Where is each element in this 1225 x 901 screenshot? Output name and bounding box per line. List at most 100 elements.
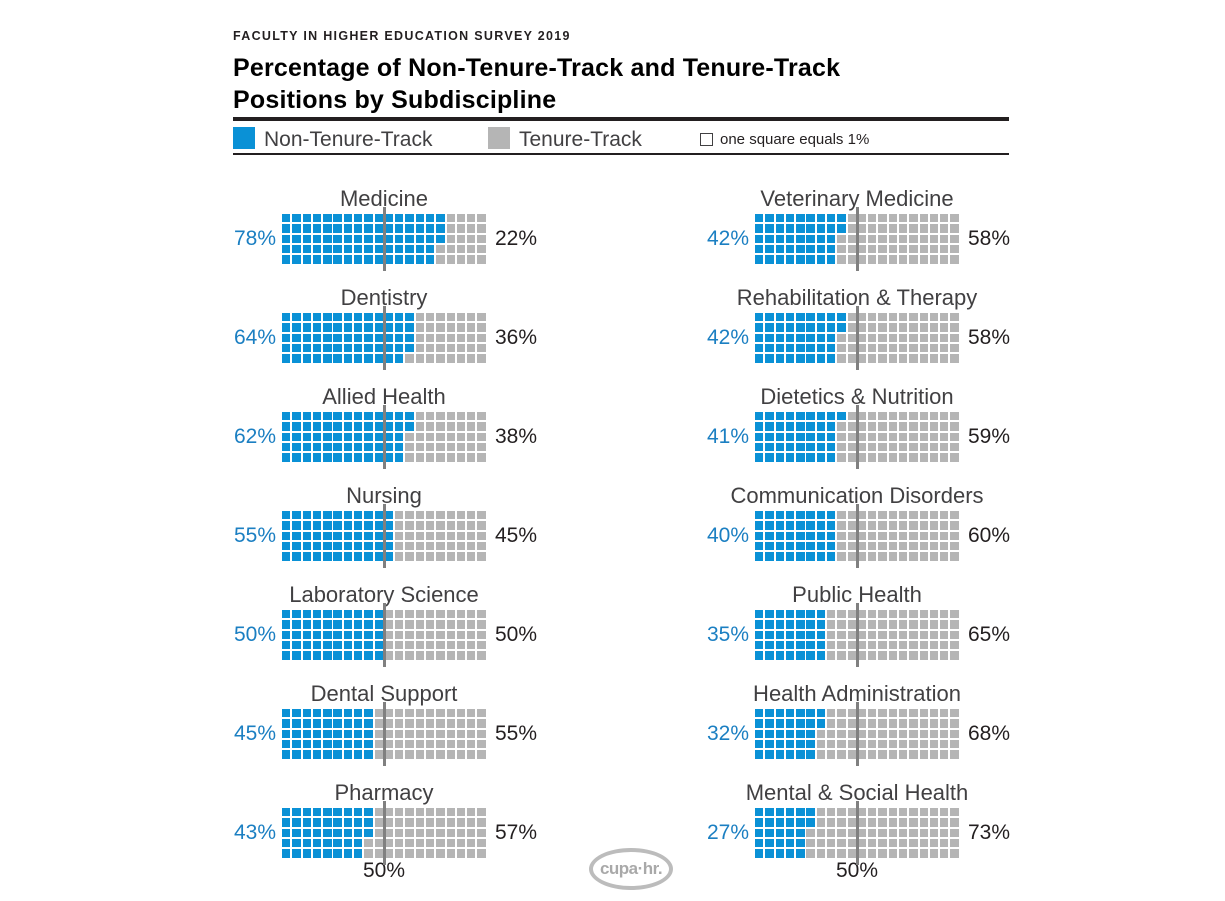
waffle-square bbox=[765, 719, 774, 728]
waffle-square bbox=[775, 838, 784, 848]
waffle-square bbox=[353, 224, 363, 233]
waffle-square bbox=[425, 729, 435, 738]
waffle-square bbox=[826, 610, 836, 619]
waffle-square bbox=[837, 750, 846, 759]
waffle-square bbox=[755, 729, 764, 738]
waffle-square bbox=[353, 354, 363, 363]
waffle-square bbox=[446, 333, 455, 342]
waffle-square bbox=[826, 808, 836, 817]
waffle-square bbox=[302, 244, 311, 254]
waffle-square bbox=[446, 323, 455, 332]
waffle-square bbox=[888, 620, 898, 629]
waffle-square bbox=[374, 343, 383, 353]
waffle-square bbox=[785, 630, 795, 639]
waffle-square bbox=[878, 719, 887, 728]
waffle-square bbox=[395, 521, 404, 530]
waffle-square bbox=[898, 432, 908, 441]
waffle-square bbox=[384, 214, 394, 223]
waffle-square bbox=[826, 719, 836, 728]
waffle-square bbox=[405, 442, 414, 452]
waffle-square bbox=[898, 234, 908, 243]
waffle-square bbox=[919, 808, 928, 817]
waffle-square bbox=[353, 453, 363, 462]
waffle-square bbox=[364, 838, 373, 848]
waffle-square bbox=[456, 808, 466, 817]
waffle-square bbox=[384, 412, 394, 421]
waffle-square bbox=[909, 432, 918, 441]
waffle-chart-block: Communication Disorders 40% 60% bbox=[699, 483, 1029, 582]
waffle-square bbox=[878, 442, 887, 452]
waffle-square bbox=[374, 849, 383, 858]
waffle-square bbox=[796, 511, 805, 520]
waffle-square bbox=[364, 531, 373, 540]
waffle-square bbox=[477, 343, 486, 353]
chart-title: Mental & Social Health bbox=[745, 780, 969, 805]
waffle-square bbox=[765, 244, 774, 254]
waffle-square bbox=[816, 333, 826, 342]
waffle-square bbox=[323, 244, 332, 254]
waffle-square bbox=[302, 333, 311, 342]
waffle-square bbox=[868, 442, 877, 452]
waffle-square bbox=[785, 610, 795, 619]
waffle-square bbox=[796, 244, 805, 254]
waffle-square bbox=[837, 453, 846, 462]
waffle-square bbox=[919, 333, 928, 342]
waffle-square bbox=[888, 313, 898, 322]
waffle-square bbox=[826, 343, 836, 353]
waffle-square bbox=[405, 849, 414, 858]
waffle-square bbox=[446, 651, 455, 660]
waffle-square bbox=[868, 432, 877, 441]
waffle-square bbox=[796, 818, 805, 827]
waffle-square bbox=[950, 610, 959, 619]
waffle-square bbox=[333, 838, 342, 848]
waffle-square bbox=[837, 838, 846, 848]
waffle-square bbox=[415, 709, 425, 718]
waffle-square bbox=[919, 739, 928, 749]
waffle-square bbox=[302, 224, 311, 233]
waffle-square bbox=[374, 808, 383, 817]
waffle-square bbox=[343, 630, 353, 639]
waffle-square bbox=[425, 244, 435, 254]
waffle-square bbox=[302, 719, 311, 728]
waffle-square bbox=[919, 750, 928, 759]
waffle-square bbox=[292, 511, 301, 520]
waffle-square bbox=[755, 849, 764, 858]
waffle-square bbox=[857, 521, 867, 530]
waffle-square bbox=[446, 255, 455, 264]
waffle-square bbox=[755, 412, 764, 421]
waffle-square bbox=[333, 255, 342, 264]
waffle-square bbox=[775, 620, 784, 629]
non-tenure-track-percent-label: 42% bbox=[706, 326, 749, 349]
waffle-square bbox=[415, 343, 425, 353]
waffle-square bbox=[765, 511, 774, 520]
waffle-square bbox=[292, 630, 301, 639]
waffle-square bbox=[888, 828, 898, 837]
waffle-square bbox=[405, 343, 414, 353]
waffle-square bbox=[847, 244, 856, 254]
waffle-square bbox=[353, 511, 363, 520]
waffle-square bbox=[929, 620, 939, 629]
non-tenure-track-percent-label: 42% bbox=[706, 227, 749, 250]
waffle-square bbox=[343, 651, 353, 660]
waffle-square bbox=[353, 818, 363, 827]
waffle-square bbox=[755, 224, 764, 233]
fifty-percent-line bbox=[855, 306, 859, 370]
waffle-square bbox=[364, 244, 373, 254]
waffle-square bbox=[898, 610, 908, 619]
waffle-square bbox=[333, 610, 342, 619]
chart-title: Communication Disorders bbox=[730, 483, 984, 508]
waffle-square bbox=[395, 255, 404, 264]
fifty-percent-axis-label-right: 50% bbox=[835, 859, 879, 882]
waffle-square bbox=[467, 412, 476, 421]
waffle-square bbox=[467, 343, 476, 353]
waffle-square bbox=[857, 640, 867, 650]
waffle-square bbox=[837, 719, 846, 728]
waffle-square bbox=[765, 255, 774, 264]
waffle-square bbox=[909, 412, 918, 421]
waffle-square bbox=[323, 343, 332, 353]
waffle-square bbox=[374, 630, 383, 639]
waffle-square bbox=[826, 313, 836, 322]
waffle-square bbox=[323, 432, 332, 441]
waffle-square bbox=[775, 729, 784, 738]
waffle-grid-wrap bbox=[755, 405, 959, 469]
